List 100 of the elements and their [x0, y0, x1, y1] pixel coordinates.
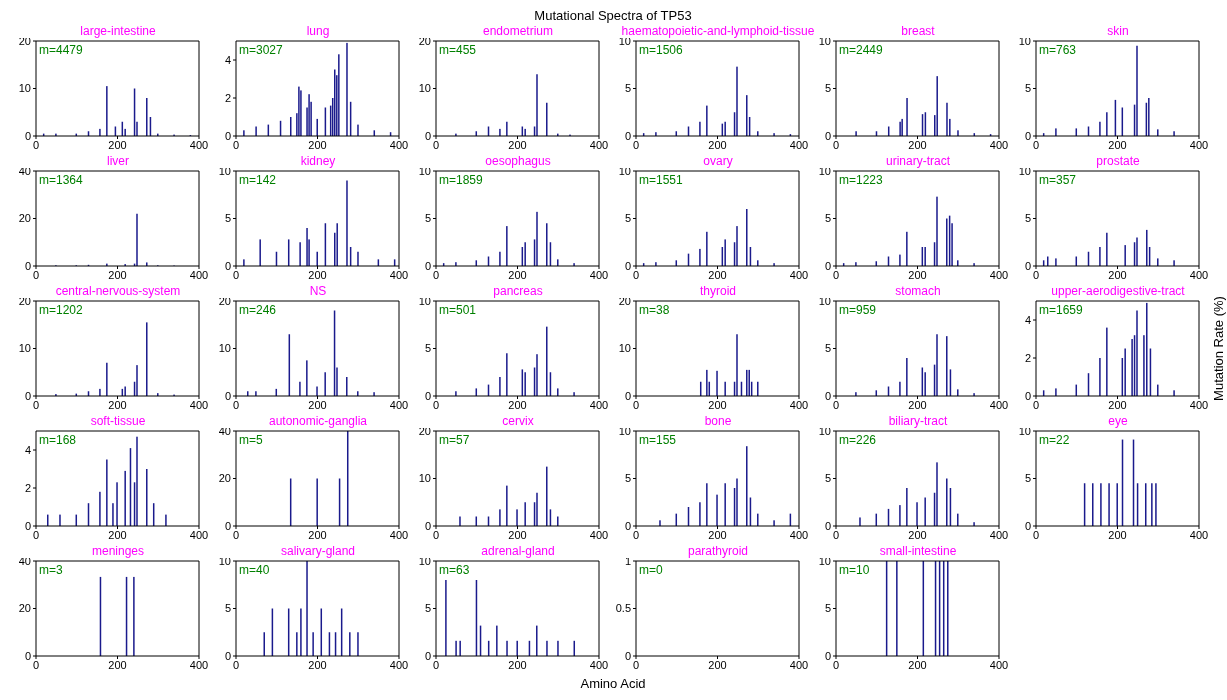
x-tick-label: 0: [1032, 528, 1040, 541]
x-tick-label: 400: [1189, 268, 1209, 281]
x-tick-label: 200: [908, 658, 927, 671]
x-tick-label: 0: [632, 138, 640, 151]
annotation: m=1202: [39, 303, 83, 317]
chart-title: parathyroid: [687, 544, 749, 558]
y-tick-label: 20: [18, 294, 31, 307]
x-tick-label: 400: [589, 138, 609, 151]
x-tick-label: 200: [308, 528, 327, 541]
y-tick-label: 0: [224, 519, 231, 532]
y-tick-label: 10: [818, 294, 831, 307]
text: Mutational Spectra of TP53: [533, 8, 693, 23]
y-tick-label: 0: [1024, 389, 1031, 402]
x-tick-label: 0: [632, 658, 640, 671]
y-tick-label: 20: [18, 602, 31, 615]
x-tick-label: 200: [908, 398, 927, 411]
y-tick-label: 0: [424, 129, 431, 142]
y-tick-label: 10: [18, 82, 31, 95]
chart-title: ovary: [703, 154, 733, 168]
x-tick-label: 0: [232, 658, 240, 671]
chart-title: kidney: [300, 154, 336, 168]
y-tick-label: 0: [24, 389, 31, 402]
y-tick-label: 2: [1024, 351, 1031, 364]
y-tick-label: 20: [218, 294, 231, 307]
x-tick-label: 0: [32, 658, 40, 671]
chart-title: liver: [106, 154, 129, 168]
y-tick-label: 0: [824, 389, 831, 402]
x-tick-label: 400: [989, 528, 1009, 541]
annotation: m=246: [239, 303, 277, 317]
chart-title: NS: [309, 284, 327, 298]
y-tick-label: 0: [1024, 129, 1031, 142]
chart-title: oesophagus: [485, 154, 551, 168]
y-tick-label: 10: [818, 424, 831, 437]
text: Mutation Rate (%): [1210, 295, 1226, 401]
y-tick-label: 5: [1024, 212, 1031, 225]
y-tick-label: 40: [18, 164, 31, 177]
x-tick-label: 0: [432, 138, 440, 151]
text: Amino Acid: [579, 676, 647, 691]
x-tick-label: 0: [1032, 398, 1040, 411]
x-tick-label: 400: [189, 398, 209, 411]
x-tick-label: 400: [189, 528, 209, 541]
x-tick-label: 400: [789, 398, 809, 411]
y-tick-label: 0: [1024, 519, 1031, 532]
x-tick-label: 200: [708, 658, 727, 671]
chart-title: eye: [1108, 414, 1128, 428]
x-tick-label: 400: [789, 658, 809, 671]
y-tick-label: 20: [418, 424, 431, 437]
x-tick-label: 200: [308, 398, 327, 411]
x-tick-label: 200: [1108, 138, 1127, 151]
y-tick-label: 0: [224, 649, 231, 662]
y-tick-label: 5: [824, 602, 831, 615]
x-tick-label: 200: [308, 658, 327, 671]
chart-title: skin: [1107, 24, 1129, 38]
x-tick-label: 200: [108, 658, 127, 671]
y-tick-label: 0: [224, 259, 231, 272]
y-tick-label: 0: [224, 129, 231, 142]
chart-title: urinary-tract: [885, 154, 950, 168]
y-tick-label: 0: [624, 519, 631, 532]
y-tick-label: 10: [218, 342, 231, 355]
annotation: m=1364: [39, 173, 83, 187]
y-tick-label: 5: [424, 602, 431, 615]
y-tick-label: 20: [218, 472, 231, 485]
chart-title: large-intestine: [80, 24, 156, 38]
y-tick-label: 0: [424, 649, 431, 662]
y-tick-label: 40: [218, 424, 231, 437]
annotation: m=2449: [839, 43, 883, 57]
x-tick-label: 400: [989, 658, 1009, 671]
x-tick-label: 200: [508, 658, 527, 671]
chart-title: small-intestine: [879, 544, 957, 558]
y-tick-label: 0: [424, 259, 431, 272]
y-tick-label: 10: [818, 34, 831, 47]
y-tick-label: 5: [624, 472, 631, 485]
chart-title: biliary-tract: [888, 414, 948, 428]
x-tick-label: 200: [508, 138, 527, 151]
x-tick-label: 400: [589, 528, 609, 541]
x-tick-label: 200: [508, 268, 527, 281]
y-tick-label: 10: [418, 294, 431, 307]
y-tick-label: 5: [424, 342, 431, 355]
annotation: m=5: [239, 433, 263, 447]
y-tick-label: 5: [224, 212, 231, 225]
x-tick-label: 0: [32, 138, 40, 151]
x-tick-label: 0: [832, 138, 840, 151]
x-tick-label: 0: [32, 268, 40, 281]
x-tick-label: 400: [389, 268, 409, 281]
annotation: m=57: [439, 433, 470, 447]
x-tick-label: 0: [32, 528, 40, 541]
annotation: m=40: [239, 563, 270, 577]
y-tick-label: 10: [618, 164, 631, 177]
x-tick-label: 0: [832, 658, 840, 671]
annotation: m=1859: [439, 173, 483, 187]
y-tick-label: 10: [1018, 164, 1031, 177]
x-tick-label: 400: [1189, 398, 1209, 411]
x-tick-label: 400: [1189, 138, 1209, 151]
y-tick-label: 10: [1018, 424, 1031, 437]
x-tick-label: 200: [708, 268, 727, 281]
chart-title: salivary-gland: [280, 544, 356, 558]
x-tick-label: 200: [1108, 398, 1127, 411]
y-tick-label: 4: [224, 53, 231, 66]
x-tick-label: 400: [989, 138, 1009, 151]
x-tick-label: 200: [1108, 268, 1127, 281]
